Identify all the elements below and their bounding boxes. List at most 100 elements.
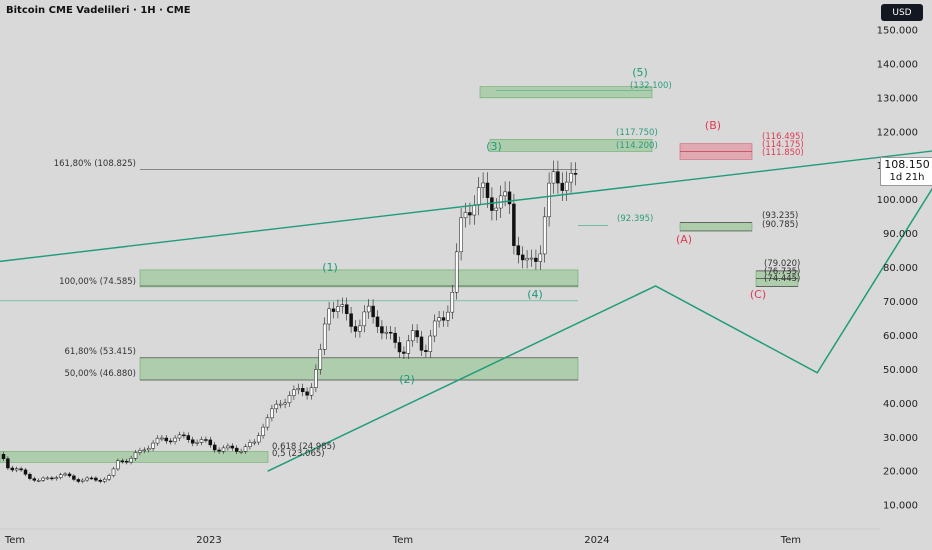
candle-down xyxy=(353,326,358,332)
level-label: (111.850) xyxy=(762,148,804,158)
candle-up xyxy=(525,258,529,261)
candle-down xyxy=(485,182,490,198)
candle-down xyxy=(234,447,239,452)
candle-up xyxy=(314,369,318,388)
candle-up xyxy=(287,395,292,404)
candle-down xyxy=(72,475,76,480)
last-price: 108.150 xyxy=(884,158,930,171)
candle-down xyxy=(6,458,10,469)
wave-label: (4) xyxy=(527,288,543,301)
candle-up xyxy=(138,450,142,453)
candle-up xyxy=(256,435,261,443)
candle-up xyxy=(261,426,265,436)
zone-93-90 xyxy=(679,222,753,232)
wave-label: (3) xyxy=(486,140,502,153)
candle-down xyxy=(331,308,336,312)
candle-up xyxy=(252,441,257,444)
wave-paths xyxy=(0,150,932,472)
candle-down xyxy=(534,257,538,262)
currency-button[interactable]: USD xyxy=(881,4,923,21)
candle-up xyxy=(410,330,415,342)
x-tick-label: Tem xyxy=(4,535,25,546)
candle-down xyxy=(512,203,516,246)
wave-label: (2) xyxy=(399,373,415,386)
candle-up xyxy=(569,173,573,183)
candle-up xyxy=(265,417,270,428)
candle-up xyxy=(195,442,199,444)
candle-up xyxy=(336,306,340,312)
y-tick-label: 70.000 xyxy=(883,297,918,308)
level-label: (76.735) xyxy=(764,267,800,277)
candle-down xyxy=(507,191,512,205)
candle-up xyxy=(45,477,50,480)
candle-down xyxy=(388,331,393,334)
candle-down xyxy=(560,182,565,191)
zone-fib-618-50 xyxy=(139,357,579,381)
candle-up xyxy=(133,452,138,459)
candle-down xyxy=(1,453,6,459)
y-tick-label: 50.000 xyxy=(883,365,918,376)
candle-down xyxy=(168,440,173,443)
candle-up xyxy=(366,305,371,313)
candle-up xyxy=(160,437,164,440)
level-label: (93.235) xyxy=(762,211,798,221)
candle-up xyxy=(428,335,433,352)
x-tick-label: Tem xyxy=(392,535,413,546)
candle-up xyxy=(476,187,481,206)
candle-up xyxy=(340,304,345,307)
y-tick-label: 140.000 xyxy=(877,59,918,70)
candle-up xyxy=(151,442,155,449)
candle-down xyxy=(573,173,578,175)
wave-label: (5) xyxy=(632,66,648,79)
fib-label: 161,80% (108.825) xyxy=(54,159,136,169)
candle-up xyxy=(450,292,455,313)
candle-up xyxy=(248,442,252,447)
level-label: (116.495) xyxy=(762,132,804,142)
candle-up xyxy=(564,181,569,191)
candle-up xyxy=(296,388,301,391)
candle-up xyxy=(481,182,485,188)
level-label: (92.395) xyxy=(617,214,653,224)
candle-down xyxy=(190,439,195,444)
candle-down xyxy=(424,350,428,352)
candle-up xyxy=(529,257,534,260)
y-tick-label: 10.000 xyxy=(883,501,918,512)
level-label: (79.020) xyxy=(764,259,800,269)
candle-up xyxy=(146,448,151,451)
candle-up xyxy=(102,478,107,482)
fib-label: 0,618 (24.985) xyxy=(272,442,335,452)
x-tick-label: 2023 xyxy=(196,535,221,546)
candle-up xyxy=(472,204,477,216)
candle-down xyxy=(441,317,446,321)
candle-up xyxy=(454,251,459,293)
candle-up xyxy=(239,451,243,453)
candle-up xyxy=(542,216,547,255)
candle-up xyxy=(243,446,248,452)
candle-up xyxy=(432,320,437,337)
level-lines xyxy=(0,90,798,381)
candle-down xyxy=(349,313,353,327)
candle-down xyxy=(23,469,28,475)
candle-up xyxy=(494,207,499,211)
candle-down xyxy=(375,316,380,327)
candle-down xyxy=(419,336,424,351)
candle-up xyxy=(547,182,551,218)
candle-down xyxy=(208,439,213,446)
candle-up xyxy=(358,325,362,332)
candle-down xyxy=(344,304,349,314)
level-label: (90.785) xyxy=(762,220,798,230)
candle-up xyxy=(54,477,59,480)
candle-down xyxy=(397,342,402,353)
chart-title: Bitcoin CME Vadelileri · 1H · CME xyxy=(6,5,191,16)
candle-down xyxy=(120,460,125,463)
candle-up xyxy=(221,447,226,452)
candle-down xyxy=(204,439,208,441)
candle-down xyxy=(402,351,406,354)
candle-down xyxy=(76,479,81,482)
bar-countdown: 1d 21h xyxy=(889,172,925,183)
x-tick-label: 2024 xyxy=(584,535,609,546)
level-label: (132.100) xyxy=(630,81,672,91)
y-tick-label: 60.000 xyxy=(883,331,918,342)
candle-down xyxy=(371,305,375,318)
